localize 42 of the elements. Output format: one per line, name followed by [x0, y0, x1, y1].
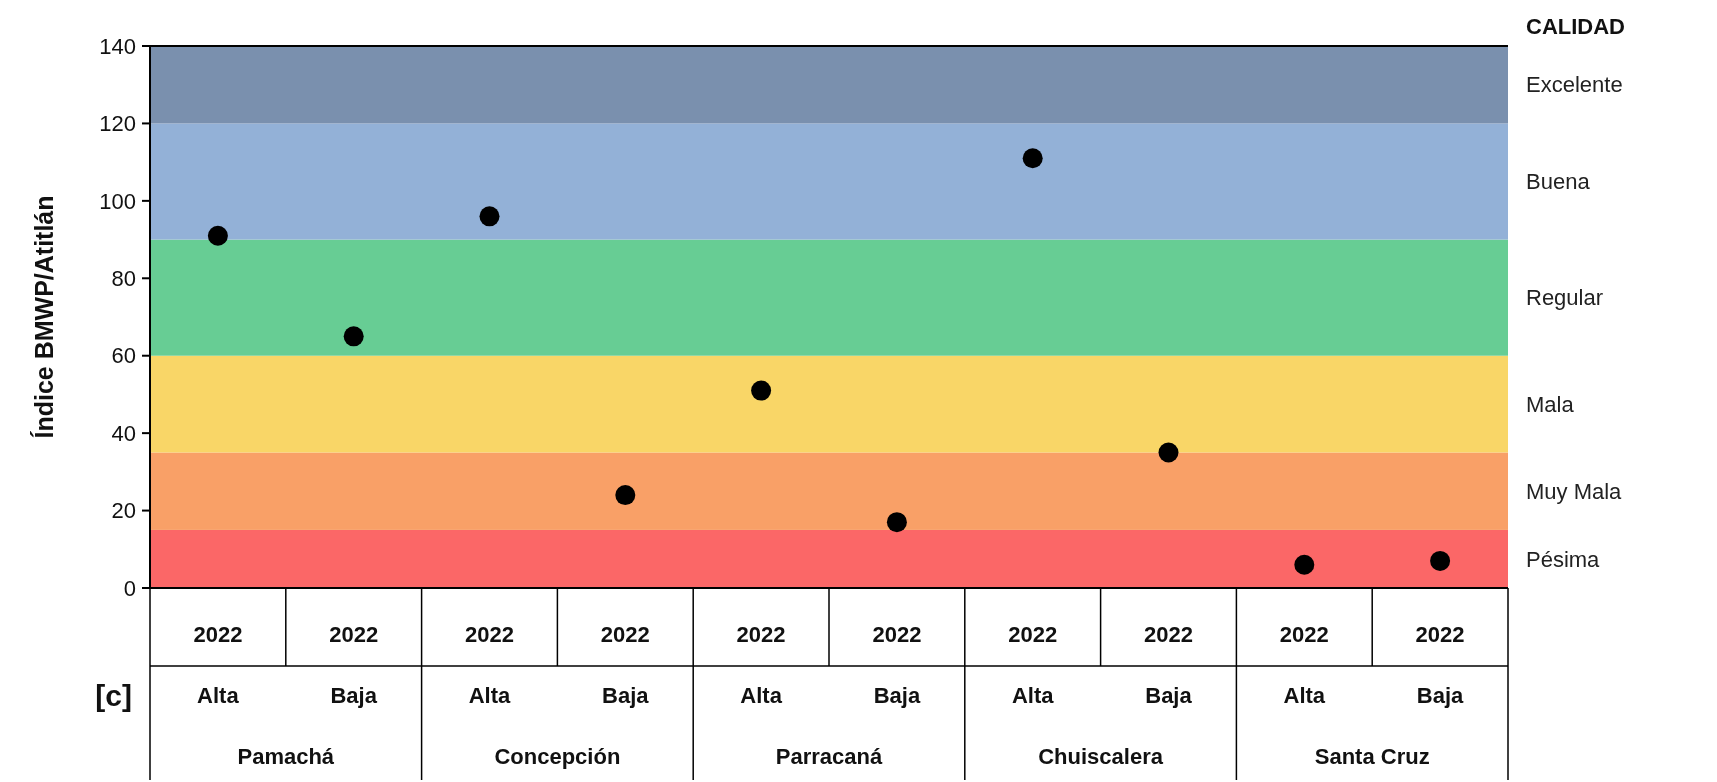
y-tick-label: 120	[99, 111, 136, 137]
point	[343, 326, 364, 347]
text: Santa Cruz	[1314, 743, 1430, 769]
point	[1430, 550, 1451, 571]
text: Concepción	[494, 743, 621, 769]
y-axis-title: Índice BMWP/Atitlán	[30, 195, 58, 439]
band-label: Excelente	[1526, 72, 1623, 98]
point	[615, 485, 636, 506]
point	[479, 206, 500, 227]
category-label: 2022 Baja	[329, 621, 379, 708]
y-tick-label: 40	[111, 420, 136, 446]
y-tick-label: 100	[99, 188, 136, 214]
category-label: 2022 Alta	[736, 621, 786, 708]
text: Parracaná	[775, 743, 883, 769]
category-label: 2022 Alta	[1008, 621, 1058, 708]
point	[1158, 442, 1179, 463]
text: Chuiscalera	[1038, 743, 1164, 769]
band-label: Regular	[1526, 285, 1604, 311]
category-label: 2022 Baja	[1144, 621, 1193, 708]
band-label: Pésima	[1526, 546, 1601, 572]
y-tick-label: 20	[111, 498, 136, 524]
text: [c]	[95, 678, 132, 712]
point	[207, 225, 228, 246]
category-label: 2022 Baja	[872, 621, 922, 708]
point	[1022, 148, 1043, 169]
band-label: Buena	[1526, 169, 1591, 195]
y-tick-label: 60	[111, 343, 136, 369]
band-label: Mala	[1526, 391, 1575, 417]
y-tick-label: 80	[111, 265, 136, 291]
category-label: 2022 Alta	[193, 621, 243, 708]
legend-title: CALIDAD	[1526, 14, 1625, 39]
band-label: Muy Mala	[1526, 478, 1623, 504]
point	[1294, 554, 1315, 575]
category-label: 2022 Baja	[1415, 621, 1465, 708]
y-tick-label: 140	[99, 33, 136, 59]
category-label: 2022 Alta	[1279, 621, 1329, 708]
y-tick-label: 0	[123, 575, 136, 601]
category-label: 2022 Alta	[465, 621, 514, 708]
point	[886, 512, 907, 533]
category-label: 2022 Baja	[600, 621, 650, 708]
point	[751, 380, 772, 401]
text: Pamachá	[237, 743, 335, 769]
